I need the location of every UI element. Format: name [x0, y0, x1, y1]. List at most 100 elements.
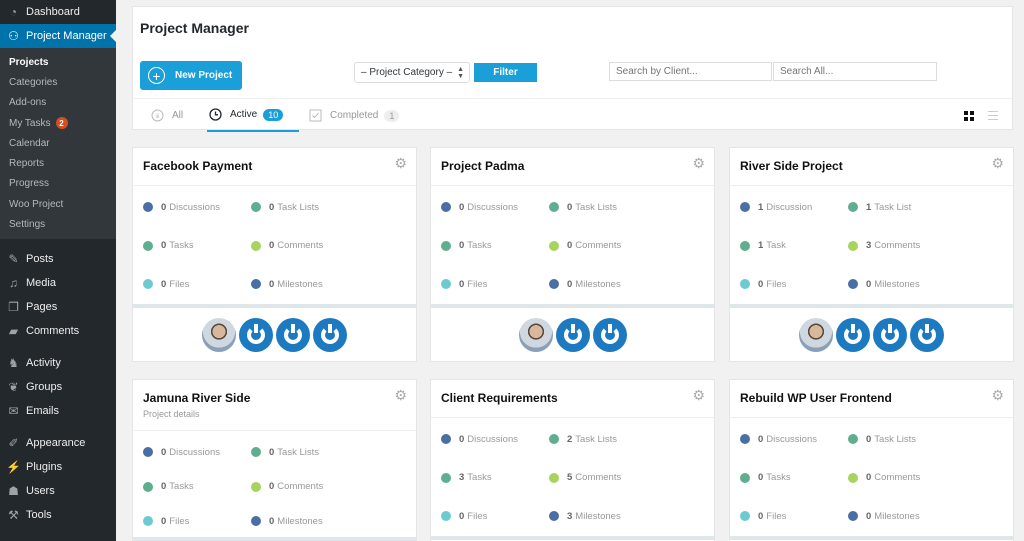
stat-tasks[interactable]: 3 Tasks — [441, 472, 549, 484]
stat-files[interactable]: 0 Files — [441, 278, 549, 290]
sidebar-item-media[interactable]: ♫ Media — [9, 275, 56, 290]
avatar[interactable] — [313, 317, 347, 352]
stat-tasks[interactable]: 0 Tasks — [143, 481, 251, 493]
stat-comments[interactable]: 3 Comments — [848, 240, 998, 252]
stat-comments[interactable]: 0 Comments — [848, 472, 998, 484]
project-card[interactable]: Client Requirements ⚙ 0 Discussions 2 Task… — [430, 379, 715, 541]
sidebar-item-dashboard[interactable]: ◔ Dashboard — [0, 0, 116, 24]
stat-tasks[interactable]: 0 Tasks — [441, 240, 549, 252]
submenu-calendar[interactable]: Calendar — [9, 137, 50, 149]
tab-completed[interactable]: Completed 1 — [309, 99, 400, 132]
sidebar-item-groups[interactable]: ❦ Groups — [8, 379, 63, 394]
avatar[interactable] — [910, 317, 944, 352]
stat-files[interactable]: 0 Files — [143, 278, 251, 290]
stat-comments[interactable]: 5 Comments — [549, 472, 699, 484]
page-title: Project Manager — [140, 20, 249, 36]
submenu-woo-project[interactable]: Woo Project — [9, 198, 64, 210]
avatar[interactable] — [873, 317, 907, 352]
avatar[interactable] — [518, 317, 553, 352]
stat-task-lists[interactable]: 0 Task Lists — [848, 433, 998, 445]
sidebar-item-plugins[interactable]: ⚡ Plugins — [6, 459, 63, 474]
avatar[interactable] — [592, 317, 627, 352]
card-header: Project Padma ⚙ — [431, 148, 714, 186]
stat-milestones[interactable]: 3 Milestones — [549, 510, 699, 522]
stat-comments[interactable]: 0 Comments — [251, 240, 401, 252]
avatar[interactable] — [276, 317, 310, 352]
stat-discussions[interactable]: 0 Discussions — [441, 433, 549, 445]
submenu-categories[interactable]: Categories — [9, 76, 58, 88]
sidebar-item-appearance[interactable]: ✐ Appearance — [8, 435, 86, 450]
stat-comments[interactable]: 0 Comments — [251, 481, 401, 493]
project-stats: 0 Discussions 0 Task Lists 0 Tasks 0 Comment… — [133, 186, 416, 304]
grid-view-icon[interactable] — [964, 111, 974, 121]
project-card[interactable]: River Side Project ⚙ 1 Discussion 1 Task L… — [729, 147, 1014, 362]
list-view-icon[interactable] — [988, 111, 998, 120]
stat-files[interactable]: 0 Files — [740, 278, 848, 290]
project-card[interactable]: Facebook Payment ⚙ 0 Discussions 0 Task Li… — [132, 147, 417, 362]
project-title[interactable]: Project Padma — [441, 159, 525, 173]
stat-tasks[interactable]: 0 Tasks — [740, 472, 848, 484]
project-card[interactable]: Jamuna River Side Project details ⚙ 0 Dis… — [132, 379, 417, 541]
gear-icon[interactable]: ⚙ — [692, 387, 705, 403]
stat-discussions[interactable]: 1 Discussion — [740, 201, 848, 213]
filter-button[interactable]: Filter — [474, 63, 537, 82]
submenu-progress[interactable]: Progress — [9, 178, 50, 190]
stat-task-lists[interactable]: 0 Task Lists — [251, 201, 401, 213]
gear-icon[interactable]: ⚙ — [991, 155, 1004, 171]
stat-milestones[interactable]: 0 Milestones — [549, 278, 699, 290]
stat-discussions[interactable]: 0 Discussions — [143, 446, 251, 458]
stat-milestones[interactable]: 0 Milestones — [848, 510, 998, 522]
avatar[interactable] — [239, 317, 273, 352]
sidebar-item-emails[interactable]: ✉ Emails — [8, 403, 60, 418]
stat-files[interactable]: 0 Files — [441, 510, 549, 522]
sidebar-item-activity[interactable]: ♞ Activity — [8, 355, 61, 370]
stat-milestones[interactable]: 0 Milestones — [251, 278, 401, 290]
stat-task-lists[interactable]: 0 Task Lists — [549, 201, 699, 213]
stat-discussions[interactable]: 0 Discussions — [441, 201, 549, 213]
submenu-my-tasks[interactable]: My Tasks 2 — [0, 113, 116, 133]
submenu-projects[interactable]: Projects — [9, 56, 49, 68]
stat-files[interactable]: 0 Files — [143, 515, 251, 527]
gear-icon[interactable]: ⚙ — [991, 387, 1004, 403]
project-title[interactable]: Client Requirements — [441, 391, 558, 405]
gear-icon[interactable]: ⚙ — [394, 155, 407, 171]
gear-icon[interactable]: ⚙ — [394, 387, 407, 403]
stat-files[interactable]: 0 Files — [740, 510, 848, 522]
project-title[interactable]: Jamuna River Side — [143, 391, 251, 405]
sidebar-item-users[interactable]: ☗ Users — [8, 483, 55, 498]
stat-discussions[interactable]: 0 Discussions — [740, 433, 848, 445]
stat-comments[interactable]: 0 Comments — [549, 240, 699, 252]
stat-tasks[interactable]: 1 Task — [740, 240, 848, 252]
avatar[interactable] — [836, 317, 870, 352]
project-title[interactable]: Rebuild WP User Frontend — [740, 391, 892, 405]
stat-task-lists[interactable]: 0 Task Lists — [251, 446, 401, 458]
project-title[interactable]: River Side Project — [740, 159, 843, 173]
project-title[interactable]: Facebook Payment — [143, 159, 253, 173]
submenu-add-ons[interactable]: Add-ons — [9, 97, 47, 109]
stat-discussions[interactable]: 0 Discussions — [143, 201, 251, 213]
new-project-button[interactable]: + New Project — [140, 61, 242, 90]
sidebar-item-comments[interactable]: ▰ Comments — [8, 323, 80, 338]
avatar[interactable] — [799, 317, 833, 352]
avatar[interactable] — [555, 317, 590, 352]
project-card[interactable]: Rebuild WP User Frontend ⚙ 0 Discussions … — [729, 379, 1014, 541]
sidebar-item-tools[interactable]: ⚒ Tools — [8, 507, 52, 522]
gear-icon[interactable]: ⚙ — [692, 155, 705, 171]
stat-tasks[interactable]: 0 Tasks — [143, 240, 251, 252]
project-category-select[interactable]: – Project Category – ▲ ▼ — [354, 62, 470, 83]
stat-milestones[interactable]: 0 Milestones — [251, 515, 401, 527]
submenu-settings[interactable]: Settings — [9, 219, 46, 231]
stat-task-lists[interactable]: 1 Task List — [848, 201, 998, 213]
search-by-client-input[interactable] — [609, 62, 772, 81]
project-card[interactable]: Project Padma ⚙ 0 Discussions 0 Task Lists… — [430, 147, 715, 362]
sidebar-item-project-manager[interactable]: ⚇ Project Manager — [0, 24, 116, 48]
stat-task-lists[interactable]: 2 Task Lists — [549, 433, 699, 445]
sidebar-item-posts[interactable]: ✎ Posts — [8, 251, 54, 266]
submenu-reports[interactable]: Reports — [9, 158, 45, 170]
search-all-input[interactable] — [773, 62, 937, 81]
tab-active[interactable]: Active 10 — [207, 99, 299, 132]
stat-milestones[interactable]: 0 Milestones — [848, 278, 998, 290]
avatar[interactable] — [202, 317, 236, 352]
tab-all[interactable]: iii All — [151, 99, 183, 132]
sidebar-item-pages[interactable]: ❐ Pages — [8, 299, 58, 314]
